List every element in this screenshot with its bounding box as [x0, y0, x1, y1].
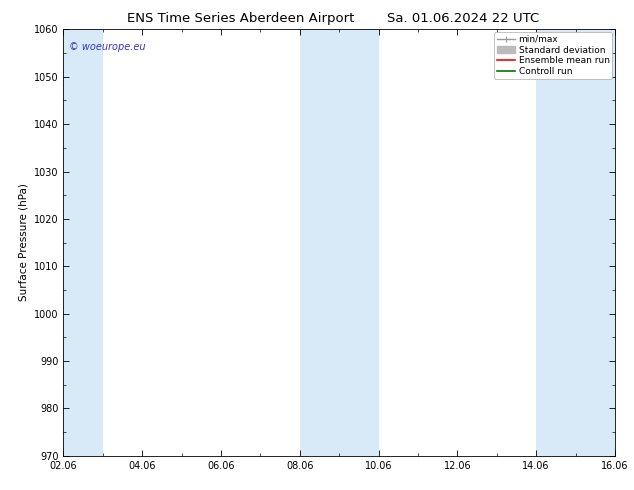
Text: © woeurope.eu: © woeurope.eu [69, 42, 145, 52]
Bar [63, 29, 103, 456]
Text: Sa. 01.06.2024 22 UTC: Sa. 01.06.2024 22 UTC [387, 12, 539, 25]
Y-axis label: Surface Pressure (hPa): Surface Pressure (hPa) [18, 184, 29, 301]
Legend: min/max, Standard deviation, Ensemble mean run, Controll run: min/max, Standard deviation, Ensemble me… [494, 32, 612, 79]
Bar [300, 29, 378, 456]
Bar [536, 29, 615, 456]
Text: ENS Time Series Aberdeen Airport: ENS Time Series Aberdeen Airport [127, 12, 354, 25]
